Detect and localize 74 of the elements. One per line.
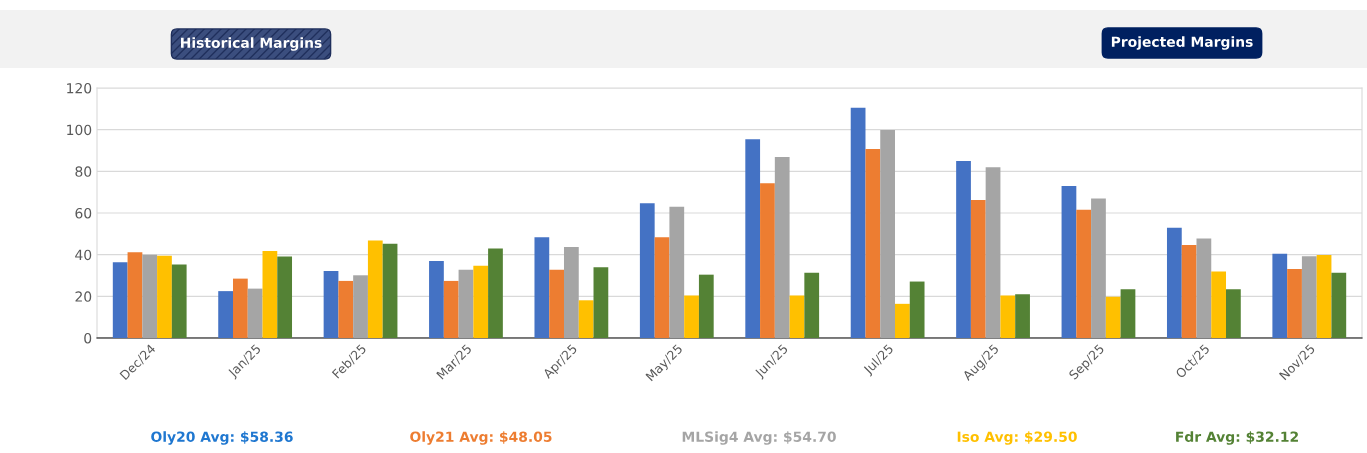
bar bbox=[1226, 289, 1241, 338]
bar bbox=[247, 288, 263, 338]
bar bbox=[774, 156, 790, 338]
bar bbox=[1000, 295, 1016, 338]
bar bbox=[760, 183, 775, 338]
bar bbox=[1061, 186, 1077, 338]
bar bbox=[564, 246, 579, 338]
bar bbox=[850, 107, 866, 338]
text: Projected Margins bbox=[1111, 36, 1253, 50]
bar bbox=[698, 274, 714, 338]
bar bbox=[1196, 238, 1212, 338]
bar bbox=[669, 206, 685, 338]
text: Oly20 Avg: $58.36 bbox=[151, 431, 293, 445]
bar bbox=[985, 167, 1001, 338]
bar bbox=[338, 280, 354, 338]
bar bbox=[473, 265, 489, 338]
bar bbox=[549, 269, 564, 338]
bar bbox=[1301, 256, 1317, 338]
bar bbox=[970, 199, 986, 338]
bar bbox=[534, 237, 550, 338]
bar bbox=[639, 203, 655, 338]
bar bbox=[804, 272, 820, 338]
bar bbox=[593, 267, 609, 338]
text: Fdr Avg: $32.12 bbox=[1176, 431, 1298, 445]
bar bbox=[1287, 269, 1302, 338]
bar bbox=[895, 303, 910, 338]
bar bbox=[1091, 198, 1106, 338]
bar bbox=[956, 160, 971, 338]
bar bbox=[262, 250, 278, 338]
bar bbox=[232, 278, 248, 338]
bar bbox=[1120, 289, 1136, 338]
text: Iso Avg: $29.50 bbox=[957, 431, 1077, 445]
text: Oly21 Avg: $48.05 bbox=[410, 431, 552, 445]
bar bbox=[909, 281, 925, 338]
bar bbox=[1316, 255, 1332, 338]
y-tick-label: 100 bbox=[67, 124, 92, 136]
bar bbox=[1166, 227, 1182, 338]
bar bbox=[1076, 209, 1092, 338]
bar bbox=[367, 240, 383, 338]
bar bbox=[488, 248, 503, 338]
bar bbox=[1331, 272, 1347, 338]
bar bbox=[654, 237, 670, 338]
bar bbox=[443, 280, 459, 338]
bar bbox=[127, 252, 143, 338]
bar bbox=[1272, 253, 1288, 338]
bar bbox=[429, 260, 444, 338]
y-tick-label: 120 bbox=[67, 82, 92, 94]
y-tick-label: 60 bbox=[75, 207, 92, 219]
bar bbox=[382, 243, 398, 338]
bar bbox=[1105, 296, 1121, 338]
text: MLSig4 Avg: $54.70 bbox=[682, 431, 836, 445]
y-tick-label: 20 bbox=[75, 291, 92, 302]
bar bbox=[171, 264, 187, 338]
bar bbox=[353, 275, 368, 338]
bar bbox=[880, 130, 895, 338]
y-tick-label: 80 bbox=[75, 166, 92, 177]
bar bbox=[578, 300, 594, 338]
y-tick-label: 0 bbox=[84, 332, 92, 344]
bar bbox=[1015, 294, 1030, 338]
bar bbox=[277, 256, 293, 338]
bar bbox=[142, 254, 158, 338]
bar bbox=[789, 295, 805, 338]
bar bbox=[1181, 245, 1197, 338]
bar bbox=[458, 269, 474, 338]
text: Historical Margins bbox=[181, 37, 322, 51]
bar bbox=[218, 291, 233, 338]
y-tick-label: 40 bbox=[75, 249, 92, 261]
bar bbox=[157, 255, 172, 338]
bar bbox=[865, 149, 881, 338]
bar bbox=[1211, 271, 1227, 338]
bar bbox=[745, 139, 761, 338]
bar bbox=[684, 295, 699, 338]
bar bbox=[323, 270, 339, 338]
bar bbox=[112, 262, 128, 338]
